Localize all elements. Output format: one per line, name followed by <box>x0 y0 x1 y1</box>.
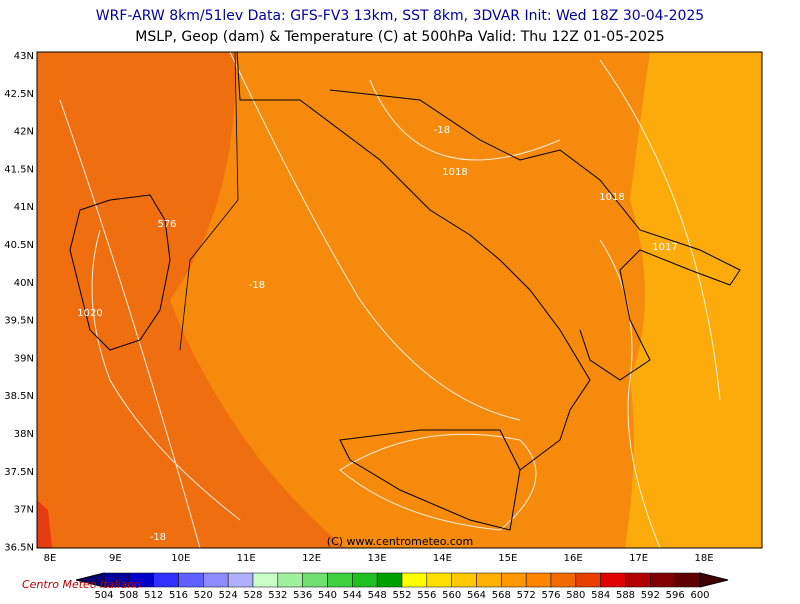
logo-right: centrometeo <box>728 574 799 587</box>
lon-label: 10E <box>171 553 190 564</box>
colorbar-label: 576 <box>541 590 560 600</box>
colorbar-box <box>178 572 204 588</box>
colorbar-label: 508 <box>119 590 138 600</box>
colorbar-box <box>426 572 452 588</box>
colorbar-label: 596 <box>666 590 685 600</box>
logo-left: Centro Meteo Italiano <box>22 578 141 591</box>
contour-label: -18 <box>249 280 265 291</box>
contour-label: 1018 <box>599 192 624 203</box>
colorbar-label: 588 <box>616 590 635 600</box>
lat-label: 36.5N <box>4 542 34 553</box>
lon-label: 11E <box>237 553 256 564</box>
colorbar-label: 524 <box>219 590 238 600</box>
lat-label: 37.5N <box>4 467 34 478</box>
colorbar-box <box>625 572 651 588</box>
lon-label: 8E <box>44 553 57 564</box>
watermark: (C) www.centrometeo.com <box>327 535 473 548</box>
lat-label: 40N <box>14 278 34 289</box>
colorbar-label: 540 <box>318 590 337 600</box>
colorbar-box <box>600 572 626 588</box>
lon-label: 13E <box>367 553 386 564</box>
contour-label: -18 <box>434 125 450 136</box>
map-area <box>37 51 762 549</box>
lon-axis: 8E 9E 10E 11E 12E 13E 14E 15E 16E 17E 18E <box>44 553 714 564</box>
field-hot-corner <box>37 500 52 548</box>
coastlines <box>69 51 741 531</box>
colorbar-box <box>252 572 279 588</box>
colorbar-box <box>376 572 403 588</box>
colorbar-box <box>227 572 254 588</box>
contour-label: 576 <box>157 219 176 230</box>
lat-label: 43N <box>14 51 34 62</box>
lon-label: 17E <box>629 553 648 564</box>
colorbar-label: 592 <box>641 590 660 600</box>
lon-label: 16E <box>564 553 583 564</box>
colorbar-box <box>401 572 428 588</box>
colorbar-box <box>277 572 303 588</box>
lat-label: 42.5N <box>4 89 34 100</box>
colorbar-label: 512 <box>144 590 163 600</box>
colorbar-label: 572 <box>517 590 536 600</box>
lon-label: 12E <box>302 553 321 564</box>
lat-label: 38N <box>14 429 34 440</box>
title-line2: MSLP, Geop (dam) & Temperature (C) at 50… <box>135 29 664 45</box>
colorbar-box <box>550 572 577 588</box>
lat-label: 37N <box>14 505 34 516</box>
colorbar-arrow <box>699 572 729 588</box>
isolines <box>59 51 721 549</box>
contour-label: 1020 <box>77 308 102 319</box>
colorbar-label: 536 <box>293 590 312 600</box>
colorbar-label: 544 <box>343 590 362 600</box>
lat-label: 41.5N <box>4 164 34 175</box>
colorbar-box <box>650 572 676 588</box>
lon-label: 15E <box>498 553 517 564</box>
colorbar-label: 560 <box>442 590 461 600</box>
colorbar-label: 568 <box>492 590 511 600</box>
lat-label: 41N <box>14 202 34 213</box>
colorbar-box <box>327 572 353 588</box>
contour-label: -18 <box>150 532 166 543</box>
lat-label: 39N <box>14 353 34 364</box>
colorbar-box <box>302 572 328 588</box>
lat-label: 38.5N <box>4 391 34 402</box>
colorbar-box <box>674 572 701 588</box>
lat-label: 40.5N <box>4 240 34 251</box>
field-warm-west <box>37 52 345 548</box>
lon-label: 9E <box>109 553 122 564</box>
colorbar-label: 504 <box>94 590 113 600</box>
colorbar-box <box>153 572 179 588</box>
colorbar-label: 600 <box>690 590 709 600</box>
contour-label: 1017 <box>652 242 677 253</box>
colorbar-label: 552 <box>392 590 411 600</box>
colorbar-label: 516 <box>169 590 188 600</box>
colorbar-label: 584 <box>591 590 610 600</box>
field-cool-east <box>625 52 762 548</box>
lat-axis: 43N 42.5N 42N 41.5N 41N 40.5N 40N 39.5N 39N 38.5N… <box>4 51 34 553</box>
lon-label: 14E <box>433 553 452 564</box>
map-frame <box>36 51 763 549</box>
contour-labels: -18 1018 576 -18 1020 1018 1017 -18 <box>77 125 677 543</box>
colorbar-label: 520 <box>194 590 213 600</box>
contour-label: 1018 <box>442 167 467 178</box>
colorbar-box <box>451 572 477 588</box>
colorbar-label: 532 <box>268 590 287 600</box>
colorbar-box <box>203 572 229 588</box>
lat-label: 42N <box>14 127 34 138</box>
colorbar-box <box>352 572 378 588</box>
lon-label: 18E <box>694 553 713 564</box>
colorbar: 504 508 512 516 520 524 528 532 536 540 544 548 552 5… <box>75 572 729 601</box>
colorbar-label: 528 <box>243 590 262 600</box>
lat-label: 39.5N <box>4 316 34 327</box>
colorbar-box <box>476 572 502 588</box>
colorbar-label: 556 <box>417 590 436 600</box>
colorbar-box <box>575 572 601 588</box>
colorbar-label: 564 <box>467 590 486 600</box>
colorbar-box <box>501 572 527 588</box>
colorbar-box <box>525 572 552 588</box>
title-line1: WRF-ARW 8km/51lev Data: GFS-FV3 13km, SS… <box>96 8 704 24</box>
colorbar-label: 548 <box>368 590 387 600</box>
colorbar-label: 580 <box>566 590 585 600</box>
